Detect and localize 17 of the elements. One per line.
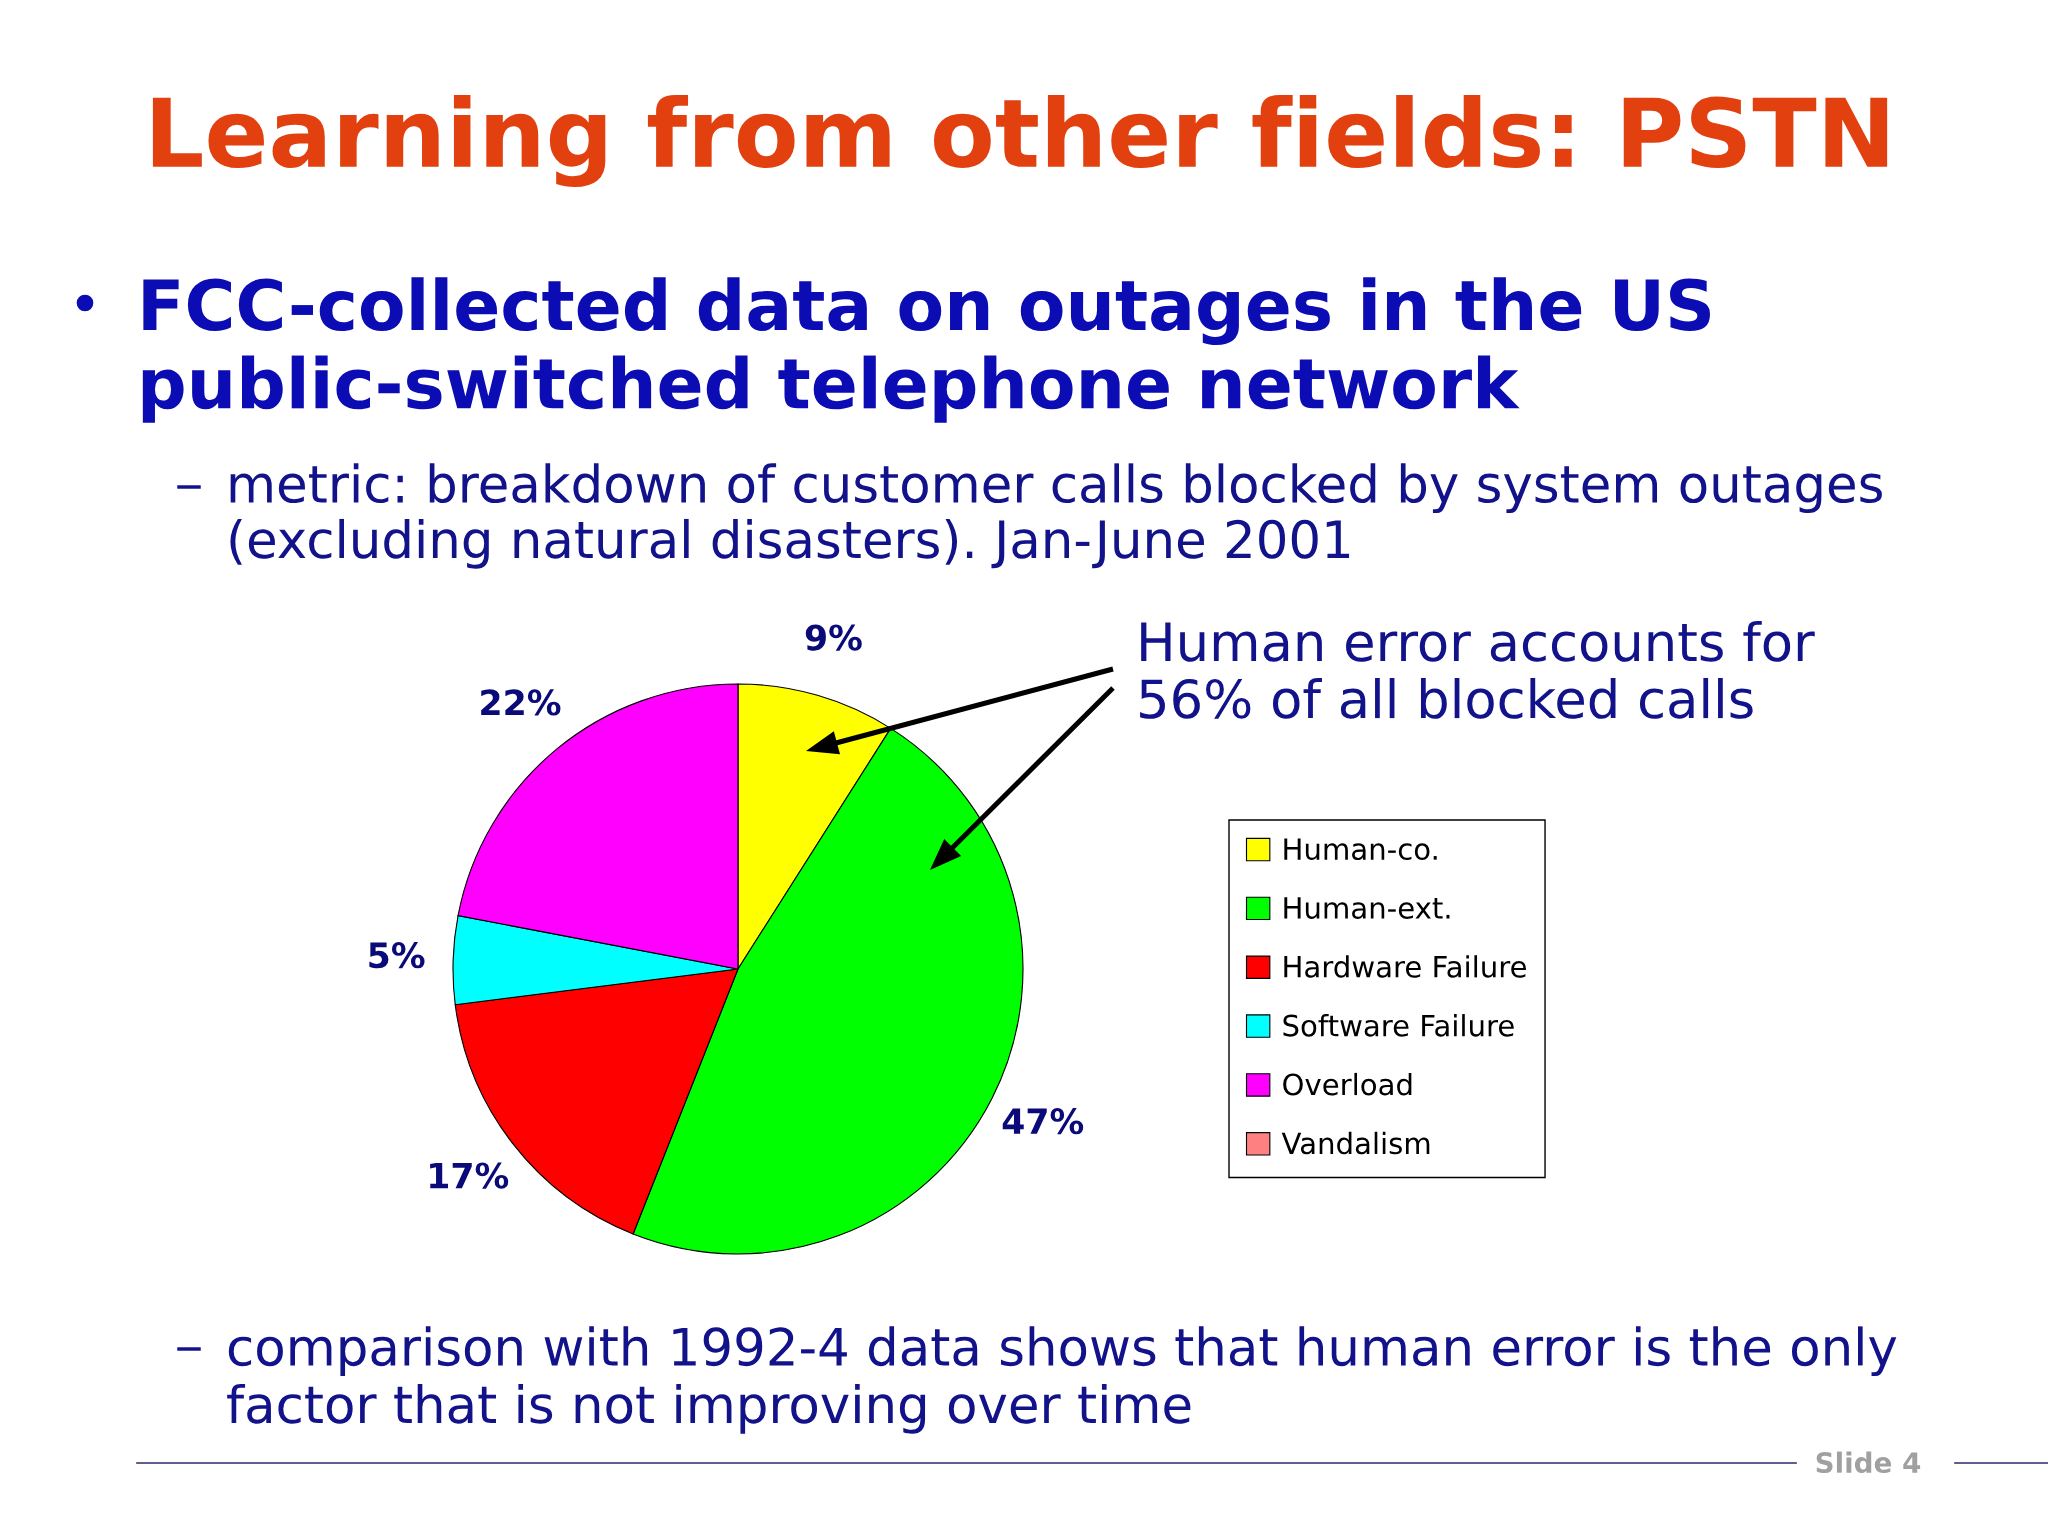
text: Human error accounts for 56% of all blocked calls xyxy=(1140,620,1815,719)
legend-label: Overload xyxy=(1283,1072,1412,1096)
data-label: 9% xyxy=(805,624,862,651)
text: Slide 4 xyxy=(1816,1451,1921,1474)
legend-label: Human-co. xyxy=(1284,838,1437,861)
text: metric: breakdown of customer calls blocked by system outages (excluding natural disasters). Jan-June 2001 xyxy=(230,463,1882,569)
legend-label: Hardware Failure xyxy=(1284,955,1526,978)
legend-label: Human-ext. xyxy=(1284,897,1450,919)
data-label: 5% xyxy=(369,942,425,969)
chart-subtitle: FCC-collected data on outages in the US public-switched telephone network xyxy=(142,277,1710,423)
text: comparison with 1992-4 data shows that human error is the only factor that is not improving over time xyxy=(227,1326,1897,1434)
data-label: 47% xyxy=(1002,1108,1084,1135)
data-label: 17% xyxy=(430,1162,509,1189)
data-label: 22% xyxy=(481,689,561,716)
chart-title: Learning from other fields: PSTN xyxy=(152,94,1888,188)
legend-label: Software Failure xyxy=(1283,1014,1514,1037)
legend-label: Vandalism xyxy=(1281,1131,1430,1155)
